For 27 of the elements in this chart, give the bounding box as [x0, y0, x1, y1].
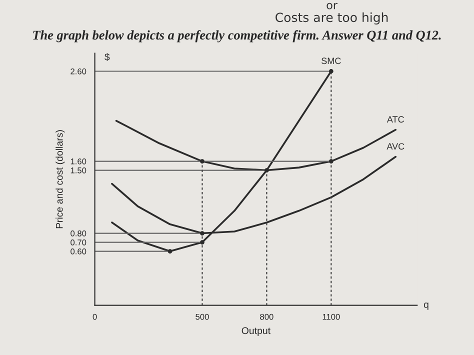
y-tick-label: 0.70: [70, 239, 86, 246]
chart-title: The graph below depicts a perfectly competitive firm. Answer Q11 and Q12.: [33, 30, 441, 42]
series-label: AVC: [386, 143, 404, 150]
x-tick-label: 1100: [322, 314, 340, 320]
point: [264, 168, 269, 172]
text: q: [424, 302, 428, 310]
x-tick-label: 0: [92, 314, 97, 320]
y-tick-label: 1.50: [70, 167, 86, 174]
point: [200, 240, 204, 244]
y-tick-label: 0.60: [70, 248, 86, 254]
y-tick-label: 1.60: [70, 158, 86, 164]
series-label: ATC: [386, 116, 404, 123]
x-tick-label: 500: [196, 314, 209, 320]
point: [328, 159, 334, 164]
text: Costs are too high: [276, 12, 388, 25]
point: [200, 231, 204, 236]
y-tick-label: 0.80: [70, 230, 86, 236]
annotation: $: [104, 53, 110, 61]
point: [200, 159, 204, 164]
x-tick-label: 800: [260, 314, 274, 320]
point: [328, 69, 334, 74]
point: [168, 249, 172, 254]
y-axis-title: Price and cost (dollars): [56, 130, 65, 228]
series-label: SMC: [322, 58, 341, 64]
y-tick-label: 2.60: [70, 68, 86, 74]
x-axis-title: Output: [242, 327, 270, 336]
text: or: [326, 2, 338, 10]
